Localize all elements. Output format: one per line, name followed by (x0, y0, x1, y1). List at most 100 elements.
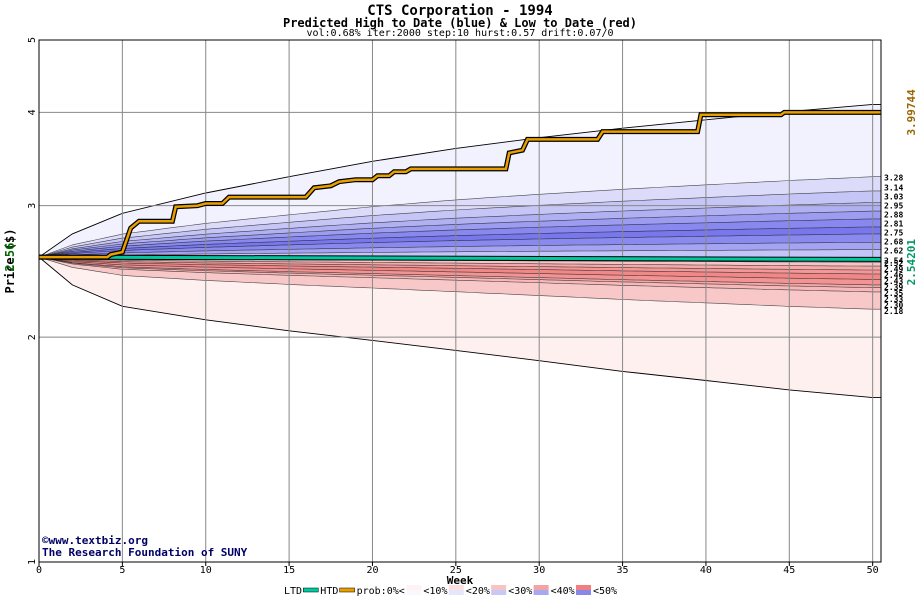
x-axis-title: Week (447, 574, 474, 587)
quantile-line (38, 256, 881, 267)
legend-prob-swatch-high (448, 590, 464, 595)
low-band (39, 257, 881, 274)
quantile-value-label: 2.43 (884, 277, 903, 286)
legend-prob-swatch-low (406, 585, 422, 590)
low-band (39, 257, 881, 310)
x-tick-label: 15 (283, 565, 295, 576)
x-tick-label: 5 (119, 565, 125, 576)
quantile-value-label: 2.88 (884, 211, 903, 220)
legend-prob-label: prob:0%< (357, 586, 405, 597)
x-tick-label: 50 (867, 565, 879, 576)
start-price-label: 2.56 (3, 243, 17, 272)
high-band (39, 218, 881, 258)
legend-ltd-label: LTD (284, 586, 302, 597)
legend-prob-swatch-high (576, 590, 591, 595)
quantile-value-label: 3.28 (884, 174, 903, 183)
legend-prob-swatch-low (448, 585, 464, 590)
legend-prob-bucket-label: <30% (508, 586, 532, 597)
x-tick-label: 40 (700, 565, 712, 576)
high-band (39, 202, 881, 258)
quantile-value-label: 3.03 (884, 193, 903, 202)
high-band (39, 176, 881, 258)
ltd-final-label: 2.54201 (905, 239, 918, 286)
legend-prob-swatch-low (576, 585, 591, 590)
x-tick-label: 10 (200, 565, 212, 576)
quantile-line (38, 202, 881, 258)
quantile-line (38, 256, 881, 275)
low-band (39, 257, 881, 280)
legend-htd-label: HTD (320, 586, 338, 597)
quantile-line (38, 190, 881, 258)
legend-prob-bucket-label: <10% (423, 586, 447, 597)
credit-website: ©www.textbiz.org (42, 534, 148, 547)
quantile-value-label: 3.14 (884, 184, 903, 193)
high-band (39, 211, 881, 258)
y-tick-label: 2 (27, 334, 38, 340)
legend-prob-swatch-low (533, 585, 549, 590)
quantile-value-label: 2.35 (884, 289, 903, 298)
low-band-outer (39, 257, 881, 398)
chart-params: vol:0.68% iter:2000 step:10 hurst:0.57 d… (306, 28, 614, 39)
htd-line (39, 111, 881, 259)
quantile-value-label: 2.54 (884, 257, 903, 266)
quantile-line (38, 210, 881, 258)
legend-prob-swatch-low (491, 585, 507, 590)
high-band (39, 190, 881, 258)
quantile-value-label: 2.30 (884, 301, 903, 310)
ltd-line (38, 255, 882, 261)
legend-prob-swatch-high (533, 590, 549, 595)
quantile-line (38, 249, 881, 258)
x-tick-label: 30 (533, 565, 545, 576)
low-band (39, 257, 881, 267)
high-band-outer (39, 104, 881, 258)
low-band (39, 257, 881, 285)
quantile-value-label: 2.52 (884, 259, 903, 268)
high-band (39, 233, 881, 258)
high-band (39, 226, 881, 258)
quantile-line (38, 256, 881, 293)
x-tick-label: 45 (783, 565, 795, 576)
y-tick-label: 1 (27, 559, 38, 565)
legend-prob-swatch-high (491, 590, 507, 595)
quantile-line (38, 176, 881, 258)
quantile-value-label: 2.18 (884, 307, 903, 316)
low-band (39, 257, 881, 288)
quantile-line (38, 242, 881, 258)
quantile-line (38, 256, 881, 286)
quantile-value-label: 2.62 (884, 247, 903, 256)
quantile-line (38, 256, 881, 288)
quantile-value-label: 2.46 (884, 271, 903, 280)
low-band (39, 257, 881, 270)
quantile-line (38, 226, 881, 258)
quantile-line (38, 256, 881, 310)
y-axis-title: Price ($) (3, 228, 17, 293)
y-tick-label: 5 (27, 37, 38, 43)
plot-frame (38, 39, 882, 563)
chart-title: CTS Corporation - 1994 (367, 3, 553, 19)
y-tick-label: 4 (27, 109, 38, 115)
quantile-value-label: 2.33 (884, 295, 903, 304)
quantile-line (38, 256, 881, 280)
x-tick-label: 35 (617, 565, 629, 576)
legend-prob-bucket-label: <40% (551, 586, 575, 597)
x-tick-label: 25 (450, 565, 462, 576)
quantile-value-label: 2.68 (884, 238, 903, 247)
quantile-value-label: 2.39 (884, 283, 903, 292)
credit-organization: The Research Foundation of SUNY (42, 546, 248, 559)
legend-htd-swatch (339, 587, 355, 593)
legend-prob-bucket-label: <20% (466, 586, 490, 597)
x-tick-label: 0 (36, 565, 42, 576)
y-tick-label: 3 (27, 203, 38, 209)
htd-final-label: 3.99744 (905, 89, 918, 136)
quantile-value-label: 2.75 (884, 229, 903, 238)
chart-subtitle: Predicted High to Date (blue) & Low to D… (282, 16, 637, 30)
quantile-value-label: 2.81 (884, 220, 903, 229)
quantile-line (38, 233, 881, 258)
quantile-value-label: 2.49 (884, 265, 903, 274)
legend-ltd-swatch (303, 587, 319, 593)
quantile-line (38, 256, 881, 271)
quantile-value-label: 2.95 (884, 202, 903, 211)
legend-prob-bucket-label: <50% (593, 586, 617, 597)
legend-prob-swatch-high (406, 590, 422, 595)
